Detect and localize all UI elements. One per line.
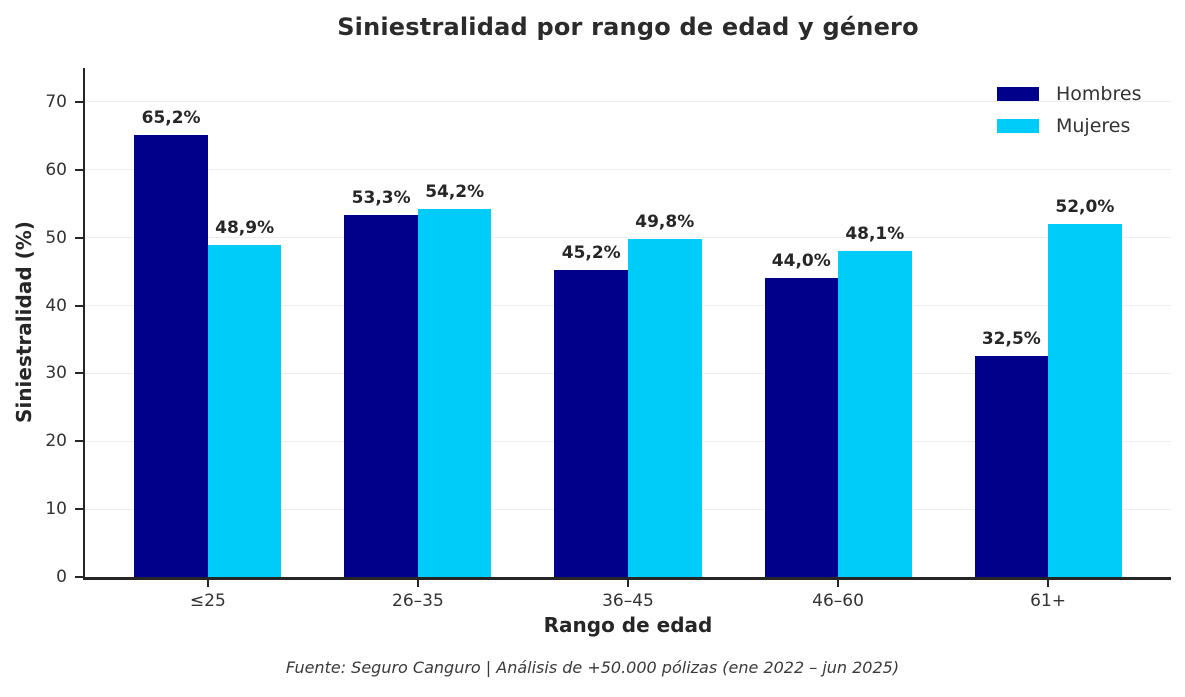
plot-area: 0 10 20 30 40 50 60 70 65,2% 48,9% ≤25 53,3% 54,2% 26… — [45, 68, 1171, 611]
legend: Hombres Mujeres — [997, 80, 1141, 144]
y-tick-10 — [75, 508, 83, 511]
legend-item-mujeres: Mujeres — [997, 112, 1141, 140]
bar-value-label-hombres-4: 32,5% — [981, 329, 1041, 350]
bar-hombres-0 — [134, 134, 208, 577]
y-tick-70 — [75, 100, 83, 103]
y-tick-label-50: 50 — [45, 227, 67, 248]
bar-value-label-mujeres-2: 49,8% — [635, 212, 695, 233]
x-tick-1 — [416, 577, 419, 587]
x-tick-label-4: 61+ — [1030, 591, 1067, 611]
x-tick-2 — [627, 577, 629, 587]
y-tick-label-0: 0 — [56, 567, 67, 587]
y-tick-0 — [75, 576, 83, 578]
chart-title: Siniestralidad por rango de edad y géner… — [337, 13, 919, 41]
bar-value-label-mujeres-1: 54,2% — [425, 182, 485, 203]
y-axis-label: Siniestralidad (%) — [12, 221, 36, 423]
bar-mujeres-0 — [207, 245, 282, 577]
bar-value-label-mujeres-3: 48,1% — [845, 223, 905, 244]
y-tick-label-10: 10 — [45, 499, 67, 520]
legend-label-mujeres: Mujeres — [1056, 115, 1131, 137]
bar-hombres-1 — [344, 215, 418, 577]
x-tick-3 — [837, 577, 840, 587]
y-axis-spine — [83, 68, 85, 580]
bar-value-label-mujeres-4: 52,0% — [1055, 197, 1115, 218]
x-tick-label-3: 46–60 — [812, 591, 864, 611]
y-tick-60 — [75, 168, 83, 171]
bar-value-label-mujeres-0: 48,9% — [215, 218, 275, 239]
x-tick-label-2: 36–45 — [602, 591, 654, 611]
y-tick-label-40: 40 — [45, 295, 67, 316]
y-tick-label-30: 30 — [45, 363, 67, 384]
gridline-50 — [85, 237, 1171, 239]
x-axis-label: Rango de edad — [543, 613, 713, 637]
y-tick-label-20: 20 — [45, 431, 67, 452]
gridline-70 — [85, 101, 1171, 103]
bar-hombres-3 — [764, 278, 839, 577]
x-tick-label-1: 26–35 — [392, 591, 444, 611]
bar-mujeres-1 — [417, 209, 492, 577]
legend-swatch-hombres — [997, 87, 1039, 101]
bar-mujeres-4 — [1048, 224, 1122, 577]
y-tick-40 — [75, 304, 83, 307]
y-tick-50 — [75, 236, 83, 239]
y-tick-30 — [75, 372, 83, 375]
y-tick-label-60: 60 — [45, 159, 67, 180]
bar-mujeres-3 — [838, 250, 912, 577]
bar-value-label-hombres-1: 53,3% — [351, 188, 411, 209]
bar-value-label-hombres-2: 45,2% — [561, 243, 621, 264]
bar-hombres-4 — [974, 356, 1049, 577]
bar-mujeres-2 — [628, 239, 702, 577]
x-tick-4 — [1047, 577, 1050, 587]
bar-value-label-hombres-0: 65,2% — [141, 107, 201, 128]
y-tick-20 — [75, 440, 83, 443]
x-tick-0 — [206, 577, 209, 587]
y-tick-label-70: 70 — [45, 91, 67, 112]
legend-item-hombres: Hombres — [997, 80, 1141, 108]
legend-label-hombres: Hombres — [1056, 83, 1142, 105]
gridline-60 — [85, 169, 1171, 171]
x-tick-label-0: ≤25 — [189, 591, 226, 611]
legend-swatch-mujeres — [997, 119, 1039, 133]
bar-value-label-hombres-3: 44,0% — [771, 251, 831, 272]
bar-hombres-2 — [554, 270, 628, 577]
source-caption: Fuente: Seguro Canguro | Análisis de +50… — [285, 658, 900, 677]
